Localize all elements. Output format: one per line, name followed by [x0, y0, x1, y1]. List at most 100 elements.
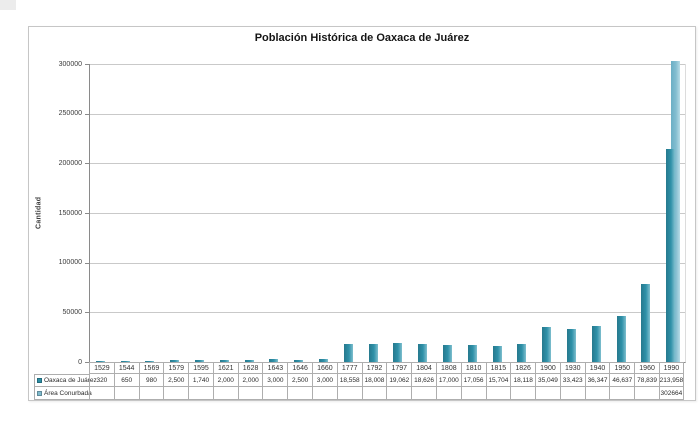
year-header-cell: 1777 [336, 362, 362, 374]
gridline [90, 312, 685, 314]
conurbada-series-row: Área Conurbada 302664 [34, 387, 684, 400]
value-cell: 650 [113, 374, 139, 387]
bar-oaxaca-de-juarez [542, 327, 552, 362]
value-cell [89, 387, 114, 400]
value-cell: 302664 [658, 387, 684, 400]
value-cell: 15,704 [485, 374, 511, 387]
value-cell [535, 387, 560, 400]
value-cell [336, 387, 362, 400]
series-name-conurbada: Área Conurbada [44, 389, 92, 397]
y-axis-tick [85, 163, 89, 165]
year-header-cell: 1569 [138, 362, 164, 374]
bar-oaxaca-de-juarez [517, 344, 527, 362]
value-cell: 46,637 [609, 374, 635, 387]
year-header-cell: 1900 [535, 362, 560, 374]
bar-oaxaca-de-juarez [219, 360, 229, 362]
value-cell [485, 387, 511, 400]
value-cell: 320 [89, 374, 114, 387]
year-header-cell: 1960 [634, 362, 659, 374]
bar-oaxaca-de-juarez [120, 361, 130, 362]
value-cell: 18,008 [361, 374, 387, 387]
value-cell [435, 387, 461, 400]
legend-swatch-oaxaca [37, 378, 42, 383]
chart-title: Población Histórica de Oaxaca de Juárez [254, 32, 470, 44]
year-header-cell: 1529 [89, 362, 114, 374]
legend-row-label: Área Conurbada [34, 387, 92, 400]
legend-swatch-conurbada [37, 390, 42, 396]
bar-oaxaca-de-juarez [294, 359, 304, 362]
y-tick-label: 50000 [62, 308, 82, 316]
year-header-cell: 1646 [287, 362, 313, 374]
year-header-cell: 1628 [237, 362, 263, 374]
bar-oaxaca-de-juarez [319, 359, 329, 362]
y-tick-label: 250000 [58, 110, 82, 118]
gridline [90, 64, 685, 65]
value-cell: 33,423 [559, 374, 585, 387]
value-cell: 2,000 [237, 374, 263, 387]
value-cell [386, 387, 412, 400]
bar-oaxaca-de-juarez [145, 361, 155, 362]
legend-row-label: Oaxaca de Juárez [34, 374, 97, 387]
value-cell: 18,558 [336, 374, 362, 387]
bar-oaxaca-de-juarez [195, 360, 205, 362]
y-axis-tick [85, 113, 89, 115]
value-cell: 3,000 [262, 374, 288, 387]
y-axis-tick [85, 64, 89, 65]
bar-oaxaca-de-juarez [244, 360, 254, 362]
bar-oaxaca-de-juarez [269, 359, 279, 362]
bar-oaxaca-de-juarez [616, 315, 626, 362]
year-header-cell: 1826 [510, 362, 536, 374]
value-cell: 2,500 [287, 374, 313, 387]
y-tick-label: 0 [78, 358, 82, 366]
value-cell: 17,056 [460, 374, 486, 387]
y-tick-label: 300000 [58, 60, 82, 68]
bar-oaxaca-de-juarez [368, 344, 378, 362]
table-corner-spacer [34, 362, 89, 374]
value-cell [237, 387, 263, 400]
year-header-cell: 1595 [188, 362, 213, 374]
bar-area-conurbada [671, 61, 681, 362]
value-cell [113, 387, 139, 400]
value-cell [287, 387, 313, 400]
bar-oaxaca-de-juarez [591, 325, 601, 362]
gridline [90, 213, 685, 214]
value-cell [262, 387, 288, 400]
bar-oaxaca-de-juarez [467, 345, 477, 362]
value-cell [634, 387, 659, 400]
value-cell: 2,000 [212, 374, 238, 387]
bar-oaxaca-de-juarez [343, 343, 353, 362]
year-header-cell: 1660 [312, 362, 337, 374]
value-cell: 1,740 [188, 374, 213, 387]
y-axis-tick [85, 213, 89, 214]
year-header-cell: 1930 [559, 362, 585, 374]
value-cell [138, 387, 164, 400]
year-header-cell: 1643 [262, 362, 288, 374]
year-header-cell: 1940 [584, 362, 610, 374]
series-name-oaxaca: Oaxaca de Juárez [44, 377, 97, 384]
value-cell [584, 387, 610, 400]
y-tick-label: 200000 [58, 159, 82, 167]
gridline [90, 113, 685, 115]
value-cell [212, 387, 238, 400]
y-tick-label: 100000 [58, 259, 82, 267]
bar-oaxaca-de-juarez [641, 283, 651, 362]
oaxaca-series-row: Oaxaca de Juárez 320 650 980 2,500 1,740 2,000… [34, 374, 684, 387]
value-cell: 3,000 [312, 374, 337, 387]
bar-oaxaca-de-juarez [418, 343, 428, 362]
value-cell [609, 387, 635, 400]
data-table: 1529 1544 1569 1579 1595 1621 1628 1643 1646 1660… [34, 362, 684, 400]
year-header-cell: 1792 [361, 362, 387, 374]
bar-oaxaca-de-juarez [566, 328, 576, 362]
year-header-cell: 1797 [386, 362, 412, 374]
year-header-cell: 1950 [609, 362, 635, 374]
corner-artifact [0, 0, 16, 10]
value-cell [510, 387, 536, 400]
year-header-cell: 1804 [411, 362, 436, 374]
value-cell: 19,062 [386, 374, 412, 387]
bar-oaxaca-de-juarez [492, 346, 502, 362]
value-cell: 213,958 [658, 374, 684, 387]
year-header-cell: 1579 [163, 362, 189, 374]
value-cell: 17,000 [435, 374, 461, 387]
y-axis-tick [85, 312, 89, 314]
